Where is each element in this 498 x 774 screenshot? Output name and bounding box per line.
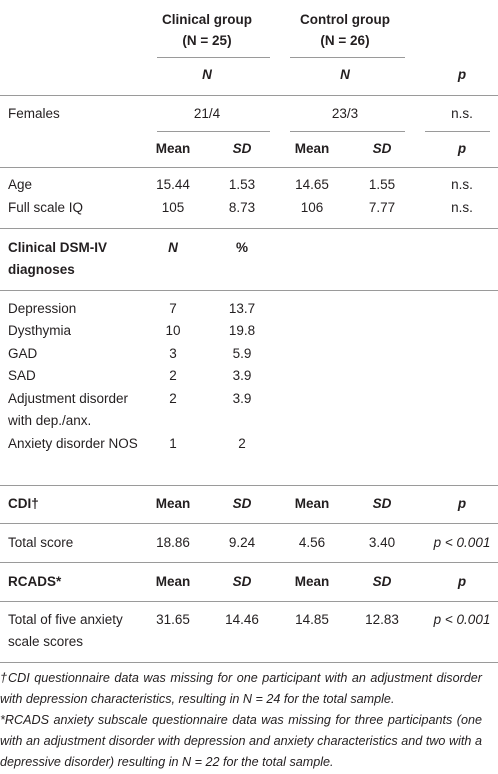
cell: 7 [169, 301, 177, 316]
cell: 3.9 [232, 391, 252, 406]
cell: 10 [165, 323, 181, 338]
cell: 1.55 [368, 177, 396, 192]
cell: 31.65 [156, 612, 190, 627]
cell: 19.8 [228, 323, 256, 338]
rule [157, 131, 270, 132]
row-label: Adjustment disorder with dep./anx. [8, 391, 129, 428]
rule [0, 562, 498, 563]
column-header: SD [372, 141, 392, 156]
cell: 1 [169, 436, 177, 451]
cell: n.s. [451, 200, 473, 215]
rule [0, 167, 498, 168]
cell: 3.40 [368, 535, 396, 550]
column-header: SD [372, 574, 392, 589]
rule [157, 57, 270, 58]
cell: 2 [169, 391, 177, 406]
column-header: N [202, 67, 212, 82]
row-label: SAD [8, 368, 36, 383]
rule [0, 523, 498, 524]
column-header: Mean [294, 574, 330, 589]
cell: 18.86 [156, 535, 190, 550]
row-label: Total score [8, 535, 74, 550]
cell: 105 [161, 200, 185, 215]
group-n: (N = 25) [182, 33, 232, 48]
rule [290, 131, 405, 132]
column-header: SD [232, 574, 252, 589]
column-header: Mean [155, 141, 191, 156]
cell: 4.56 [298, 535, 326, 550]
group-header: Control group [300, 12, 390, 27]
cell: 8.73 [228, 200, 256, 215]
column-header: p [457, 574, 467, 589]
cell: 7.77 [368, 200, 396, 215]
cell: 2 [169, 368, 177, 383]
cell: 3 [169, 346, 177, 361]
cell: n.s. [451, 106, 473, 121]
row-label: Full scale IQ [8, 200, 84, 215]
column-header: SD [372, 496, 392, 511]
rule [0, 228, 498, 229]
cell: 5.9 [232, 346, 252, 361]
column-header: SD [232, 496, 252, 511]
column-header: p [457, 67, 467, 82]
column-header: N [340, 67, 350, 82]
cell: 9.24 [228, 535, 256, 550]
rule [0, 601, 498, 602]
group-header: Clinical group [161, 12, 253, 27]
cell: 14.46 [225, 612, 259, 627]
row-label: GAD [8, 346, 38, 361]
rule [0, 95, 498, 96]
cell: 15.44 [156, 177, 190, 192]
cell: n.s. [451, 177, 473, 192]
column-header: Mean [294, 496, 330, 511]
column-header: % [235, 240, 249, 255]
cell: 23/3 [331, 106, 359, 121]
row-label: Depression [8, 301, 77, 316]
row-label: Age [8, 177, 33, 192]
column-header: SD [232, 141, 252, 156]
rule [0, 485, 498, 486]
cell: p < 0.001 [433, 535, 491, 550]
cell: 2 [238, 436, 246, 451]
column-header: p [457, 496, 467, 511]
cell: 106 [300, 200, 324, 215]
footnote: †CDI questionnaire data was missing for … [0, 671, 482, 706]
cell: 1.53 [228, 177, 256, 192]
row-label: Dysthymia [8, 323, 72, 338]
rule [425, 131, 490, 132]
section-title: Clinical DSM-IV diagnoses [8, 240, 108, 277]
rule [290, 57, 405, 58]
rule [0, 662, 498, 663]
column-header: Mean [155, 574, 191, 589]
cell: 3.9 [232, 368, 252, 383]
rule [0, 290, 498, 291]
section-title: CDI† [8, 496, 39, 511]
cell: 14.85 [295, 612, 329, 627]
group-n: (N = 26) [320, 33, 370, 48]
footnote: *RCADS anxiety subscale questionnaire da… [0, 713, 482, 769]
row-label: Anxiety disorder NOS [8, 436, 138, 451]
column-header: Mean [155, 496, 191, 511]
cell: 12.83 [365, 612, 399, 627]
cell: 13.7 [228, 301, 256, 316]
cell: 21/4 [193, 106, 221, 121]
cell: 14.65 [295, 177, 329, 192]
column-header: N [168, 240, 178, 255]
row-label: Total of five anxiety scale scores [8, 612, 123, 649]
section-title: RCADS* [8, 574, 62, 589]
cell: p < 0.001 [433, 612, 491, 627]
column-header: p [457, 141, 467, 156]
row-label: Females [8, 106, 60, 121]
column-header: Mean [294, 141, 330, 156]
